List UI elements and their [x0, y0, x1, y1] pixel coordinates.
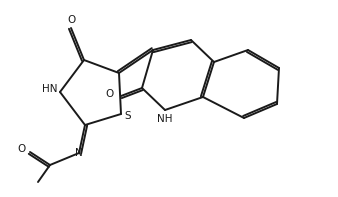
Text: O: O: [67, 15, 75, 25]
Text: O: O: [18, 144, 26, 154]
Text: N: N: [75, 148, 83, 158]
Text: NH: NH: [157, 114, 173, 124]
Text: S: S: [125, 111, 131, 121]
Text: O: O: [105, 89, 113, 99]
Text: HN: HN: [42, 84, 58, 94]
